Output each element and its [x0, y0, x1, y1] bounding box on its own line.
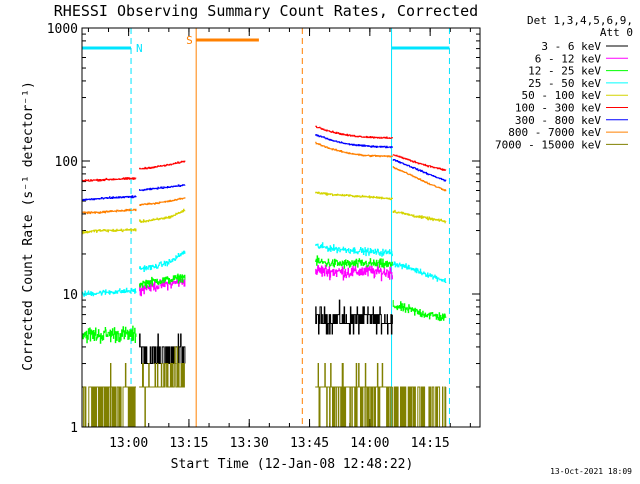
- series-line-6-12-kev: [315, 263, 393, 282]
- series-line-800-7000-kev: [139, 197, 186, 206]
- series-line-800-7000-kev: [82, 208, 137, 215]
- series-line-100-300-kev: [315, 125, 393, 139]
- series-line-300-800-kev: [315, 134, 393, 149]
- y-tick-label: 1: [70, 421, 78, 436]
- series-line-25-50-kev: [139, 250, 186, 272]
- legend-label-6-12-kev: 6 - 12 keV: [535, 52, 602, 65]
- legend-label-800-7000-kev: 800 - 7000 keV: [508, 126, 601, 139]
- series-line-300-800-kev: [139, 184, 186, 192]
- x-tick-label: 13:15: [169, 436, 208, 451]
- series-line-50-100-kev: [82, 228, 137, 235]
- y-tick-label: 10: [62, 288, 78, 303]
- series-line-7000-15000-kev: [82, 363, 136, 427]
- series-line-7000-15000-kev: [315, 363, 393, 427]
- series-line-25-50-kev: [82, 287, 137, 297]
- series-line-100-300-kev: [139, 160, 186, 170]
- series-line-25-50-kev: [315, 242, 393, 257]
- series-line-12-25-kev: [82, 325, 137, 344]
- series-line-12-25-kev: [315, 255, 393, 269]
- series-line-12-25-kev: [139, 273, 186, 289]
- plot-frame: [81, 27, 481, 428]
- x-axis-label: Start Time (12-Jan-08 12:48:22): [171, 457, 414, 472]
- series-line-3-6-kev: [315, 299, 393, 335]
- y-axis-label: Corrected Count Rate (s⁻¹ detector⁻¹): [21, 81, 36, 371]
- y-tick-label: 100: [55, 155, 78, 170]
- legend-label-12-25-kev: 12 - 25 keV: [528, 65, 601, 78]
- series-line-12-25-kev: [392, 300, 447, 322]
- legend-label-300-800-kev: 300 - 800 keV: [515, 114, 601, 127]
- series-line-7000-15000-kev: [392, 386, 447, 427]
- x-tick-label: 14:00: [350, 436, 389, 451]
- legend-label-7000-15000-kev: 7000 - 15000 keV: [495, 138, 601, 151]
- legend-label-25-50-kev: 25 - 50 keV: [528, 77, 601, 90]
- y-tick-label: 1000: [47, 22, 78, 37]
- series-line-800-7000-kev: [392, 166, 447, 192]
- footer-timestamp: 13-Oct-2021 18:09: [550, 467, 632, 476]
- x-tick-label: 14:15: [411, 436, 450, 451]
- series-line-100-300-kev: [392, 154, 447, 171]
- legend-header-line-2: Att 0: [600, 26, 633, 39]
- series-line-800-7000-kev: [315, 141, 393, 158]
- saa-label: S: [186, 34, 193, 47]
- plot-area: 1 10 100 1000 13:00 13:15 13:30 13:45 14:00 14:15…: [47, 22, 480, 451]
- chart-title: RHESSI Observing Summary Count Rates, Co…: [54, 2, 478, 20]
- series-line-7000-15000-kev: [139, 346, 185, 427]
- series-line-300-800-kev: [82, 195, 137, 201]
- night-label: N: [136, 42, 143, 55]
- series-line-50-100-kev: [315, 191, 393, 201]
- series-line-25-50-kev: [392, 261, 447, 283]
- x-tick-label: 13:30: [230, 436, 269, 451]
- series-line-50-100-kev: [139, 208, 186, 223]
- legend-label-100-300-kev: 100 - 300 keV: [515, 102, 601, 115]
- x-tick-label: 13:00: [109, 436, 148, 451]
- series-line-100-300-kev: [82, 177, 137, 182]
- legend-label-50-100-kev: 50 - 100 keV: [522, 89, 602, 102]
- series-line-50-100-kev: [392, 209, 447, 224]
- series-line-300-800-kev: [392, 159, 447, 182]
- x-tick-label: 13:45: [290, 436, 329, 451]
- legend-header-line-1: Det 1,3,4,5,6,9,: [527, 14, 633, 27]
- legend-label-3-6-kev: 3 - 6 keV: [541, 40, 601, 53]
